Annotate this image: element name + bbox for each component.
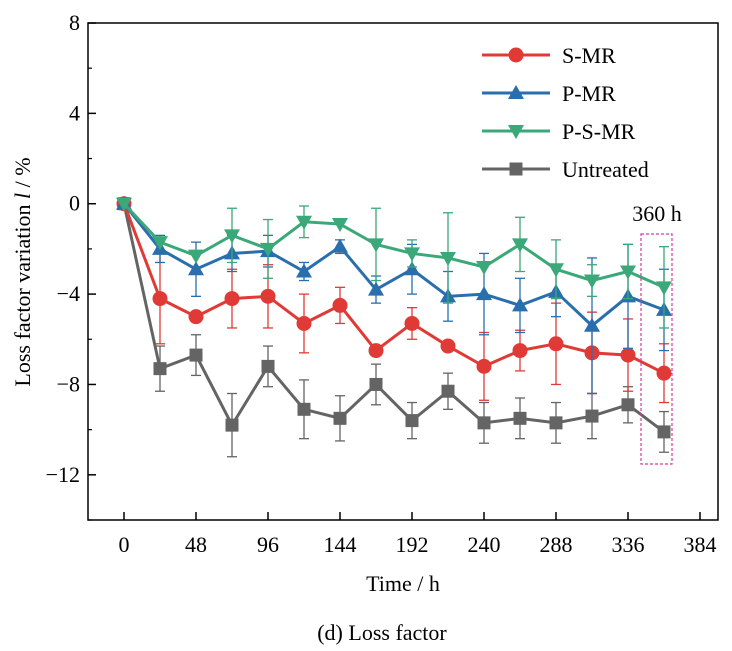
data-point-untreated-4 (261, 359, 275, 373)
data-point-p-s-mr-11 (512, 238, 528, 253)
data-point-p-s-mr-10 (476, 260, 492, 275)
y-tick-label-1: −8 (57, 371, 80, 396)
x-tick-label-6: 288 (540, 532, 573, 557)
data-point-untreated-13 (585, 409, 599, 423)
data-point-untreated-12 (549, 416, 563, 430)
highlight-box-360h (640, 233, 673, 465)
data-point-s-mr-10 (476, 358, 492, 374)
y-tick-label-4: 4 (69, 100, 80, 125)
data-point-s-mr-2 (188, 309, 204, 325)
data-point-p-mr-10 (476, 286, 492, 301)
y-axis-label-unit: / % (10, 157, 35, 192)
x-tick-label-5: 240 (468, 532, 501, 557)
data-point-p-s-mr-7 (368, 238, 384, 253)
legend-label-untreated: Untreated (562, 157, 649, 182)
data-point-s-mr-8 (404, 315, 420, 331)
legend-marker-p-mr (508, 85, 524, 99)
data-point-s-mr-11 (512, 343, 528, 359)
series-line-p-s-mr (122, 202, 665, 289)
x-tick-label-4: 192 (396, 532, 429, 557)
legend-marker-s-mr (508, 47, 524, 63)
x-tick-label-8: 384 (684, 532, 717, 557)
data-point-p-s-mr-9 (440, 251, 456, 266)
data-point-s-mr-14 (620, 347, 636, 363)
series-line-untreated (122, 203, 665, 434)
data-point-untreated-6 (333, 411, 347, 425)
data-point-untreated-14 (621, 398, 635, 412)
data-point-p-s-mr-13 (584, 274, 600, 289)
data-point-untreated-5 (297, 402, 311, 416)
data-point-p-s-mr-4 (260, 242, 276, 257)
legend-label-p-mr: P-MR (562, 81, 616, 106)
y-axis: −12 −8 −4 0 4 8 (46, 10, 96, 521)
data-point-s-mr-6 (332, 297, 348, 313)
data-point-p-s-mr-8 (404, 247, 420, 262)
data-point-untreated-10 (477, 416, 491, 430)
y-axis-label-text: Loss factor variation (10, 205, 35, 387)
data-point-p-s-mr-12 (548, 263, 564, 278)
x-tick-label-3: 144 (324, 532, 357, 557)
y-tick-label-2: −4 (57, 281, 80, 306)
legend-label-p-s-mr: P-S-MR (562, 119, 636, 144)
data-point-p-s-mr-6 (332, 218, 348, 233)
data-point-p-mr-2 (188, 261, 204, 276)
plot-frame (87, 22, 719, 521)
x-tick-label-7: 336 (612, 532, 645, 557)
data-point-p-s-mr-15 (656, 281, 672, 296)
data-point-s-mr-7 (368, 343, 384, 359)
x-axis-label: Time / h (366, 571, 440, 596)
data-point-s-mr-4 (260, 288, 276, 304)
data-point-untreated-2 (189, 348, 203, 362)
data-point-s-mr-15 (656, 365, 672, 381)
data-point-p-mr-7 (368, 281, 384, 296)
x-tick-label-0: 0 (119, 532, 130, 557)
legend-marker-p-s-mr (508, 125, 524, 139)
data-point-p-s-mr-5 (296, 215, 312, 230)
y-tick-label-0: −12 (46, 462, 80, 487)
y-axis-label-symbol: l (10, 193, 35, 199)
series-p-s-mr (116, 197, 672, 329)
data-point-untreated-1 (153, 362, 167, 376)
data-point-p-s-mr-14 (620, 265, 636, 280)
data-point-s-mr-1 (152, 291, 168, 307)
data-point-p-mr-8 (404, 261, 420, 276)
data-point-untreated-9 (441, 384, 455, 398)
data-point-s-mr-9 (440, 338, 456, 354)
y-tick-label-5: 8 (69, 10, 80, 35)
data-point-untreated-8 (405, 414, 419, 428)
series-layer (116, 195, 672, 458)
y-axis-label: Loss factor variation l / % (10, 157, 35, 386)
data-point-p-mr-6 (332, 238, 348, 253)
data-point-untreated-7 (369, 377, 383, 391)
legend: S-MR P-MR P-S-MR Untreated (482, 43, 649, 182)
figure-caption: (d) Loss factor (317, 620, 447, 645)
data-point-s-mr-12 (548, 336, 564, 352)
series-line-s-mr (122, 203, 665, 375)
data-point-s-mr-3 (224, 291, 240, 307)
legend-marker-untreated (509, 162, 523, 176)
data-point-p-s-mr-3 (224, 229, 240, 244)
data-point-p-s-mr-2 (188, 249, 204, 264)
data-point-untreated-11 (513, 411, 527, 425)
data-point-p-s-mr-1 (152, 236, 168, 251)
data-point-p-mr-13 (584, 317, 600, 332)
data-point-untreated-3 (225, 418, 239, 432)
data-point-p-s-mr-0 (116, 197, 132, 212)
y-tick-label-3: 0 (69, 191, 80, 216)
x-tick-label-1: 48 (185, 532, 207, 557)
x-tick-label-2: 96 (257, 532, 279, 557)
data-point-s-mr-5 (296, 315, 312, 331)
data-point-p-mr-5 (296, 263, 312, 278)
series-line-p-mr (122, 202, 665, 328)
series-s-mr (116, 196, 672, 404)
data-point-p-mr-11 (512, 297, 528, 312)
legend-label-s-mr: S-MR (562, 43, 616, 68)
annotation-360h: 360 h (632, 201, 682, 226)
x-axis: 0 48 96 144 192 240 288 336 384 (119, 512, 717, 557)
data-point-untreated-15 (657, 425, 671, 439)
